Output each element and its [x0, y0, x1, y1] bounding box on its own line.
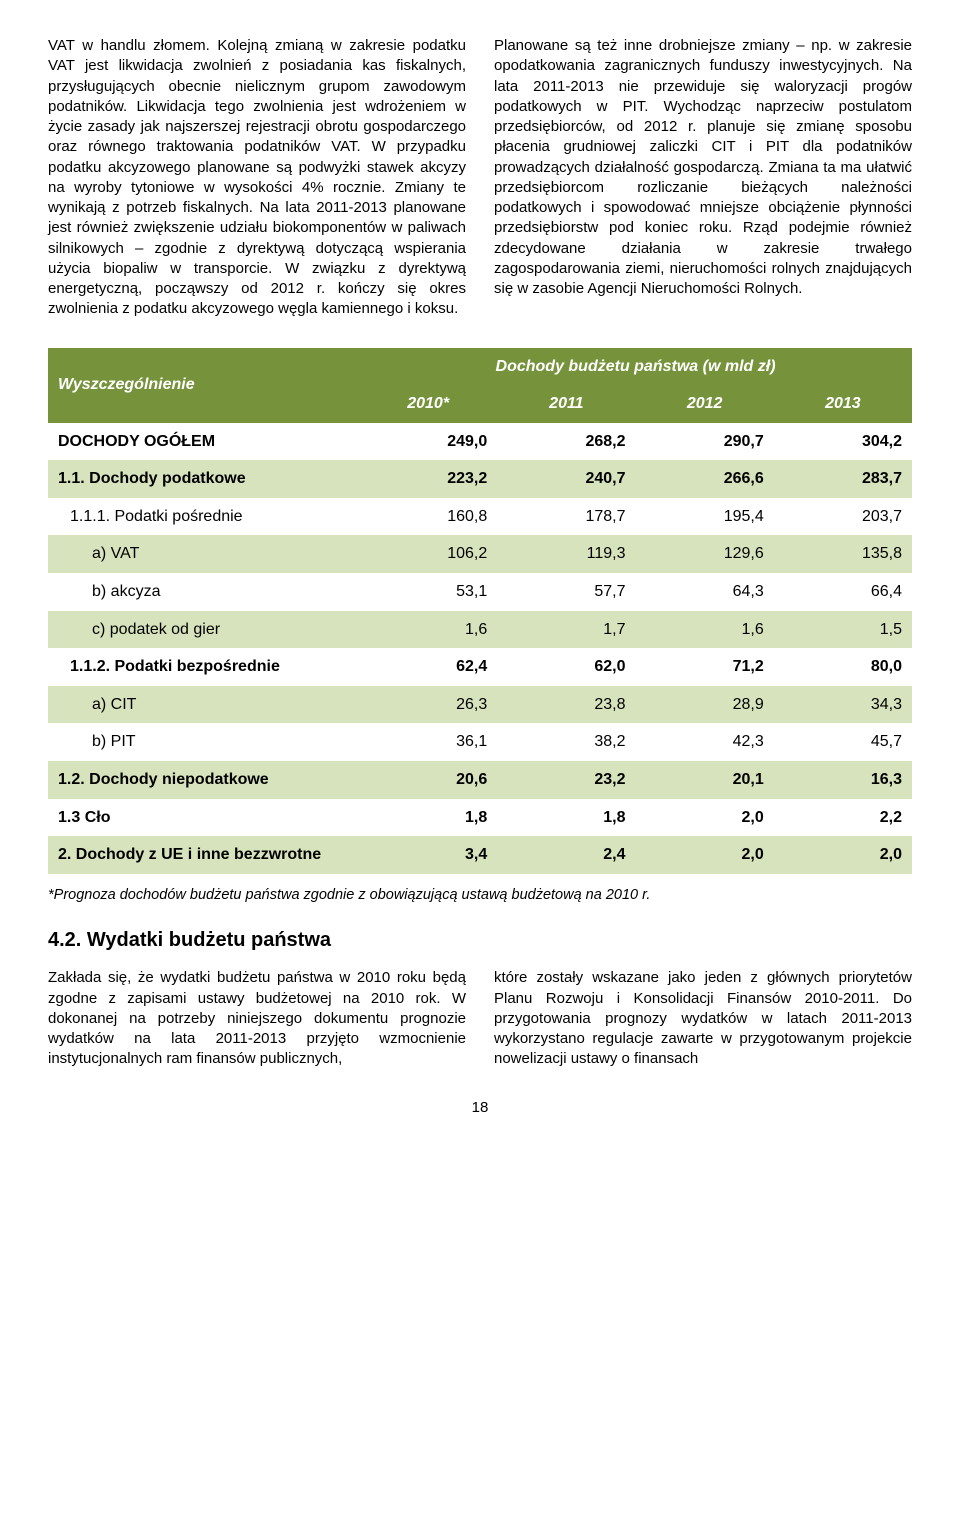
row-value: 106,2	[359, 535, 497, 573]
row-value: 28,9	[636, 686, 774, 724]
top-text-columns: VAT w handlu złomem. Kolejną zmianą w za…	[48, 36, 912, 320]
row-value: 2,2	[774, 799, 912, 837]
page-number: 18	[48, 1098, 912, 1118]
table-row: 2. Dochody z UE i inne bezzwrotne3,42,42…	[48, 836, 912, 874]
top-right-paragraph: Planowane są też inne drobniejsze zmiany…	[494, 36, 912, 320]
table-row: 1.1. Dochody podatkowe223,2240,7266,6283…	[48, 460, 912, 498]
th-year-3: 2013	[774, 385, 912, 423]
row-value: 45,7	[774, 723, 912, 761]
table-row: c) podatek od gier1,61,71,61,5	[48, 611, 912, 649]
bottom-left-paragraph: Zakłada się, że wydatki budżetu państwa …	[48, 968, 466, 1069]
row-label: a) CIT	[48, 686, 359, 724]
row-value: 129,6	[636, 535, 774, 573]
row-value: 26,3	[359, 686, 497, 724]
budget-income-table: Wyszczególnienie Dochody budżetu państwa…	[48, 348, 912, 874]
th-dochody-title: Dochody budżetu państwa (w mld zł)	[359, 348, 912, 386]
row-value: 268,2	[497, 423, 635, 461]
row-value: 249,0	[359, 423, 497, 461]
row-label: 1.1.2. Podatki bezpośrednie	[48, 648, 359, 686]
row-value: 80,0	[774, 648, 912, 686]
table-row: 1.2. Dochody niepodatkowe20,623,220,116,…	[48, 761, 912, 799]
row-label: DOCHODY OGÓŁEM	[48, 423, 359, 461]
row-value: 42,3	[636, 723, 774, 761]
row-label: a) VAT	[48, 535, 359, 573]
row-value: 57,7	[497, 573, 635, 611]
row-label: b) PIT	[48, 723, 359, 761]
th-year-1: 2011	[497, 385, 635, 423]
table-row: 1.1.2. Podatki bezpośrednie62,462,071,28…	[48, 648, 912, 686]
section-heading-4-2: 4.2. Wydatki budżetu państwa	[48, 927, 912, 954]
th-year-0: 2010*	[359, 385, 497, 423]
row-value: 23,8	[497, 686, 635, 724]
row-value: 2,0	[774, 836, 912, 874]
row-value: 1,6	[636, 611, 774, 649]
row-value: 160,8	[359, 498, 497, 536]
table-row: a) CIT26,323,828,934,3	[48, 686, 912, 724]
row-value: 66,4	[774, 573, 912, 611]
table-row: b) akcyza53,157,764,366,4	[48, 573, 912, 611]
row-label: c) podatek od gier	[48, 611, 359, 649]
row-label: 1.1. Dochody podatkowe	[48, 460, 359, 498]
row-value: 283,7	[774, 460, 912, 498]
row-value: 20,6	[359, 761, 497, 799]
row-value: 62,4	[359, 648, 497, 686]
table-row: a) VAT106,2119,3129,6135,8	[48, 535, 912, 573]
row-value: 119,3	[497, 535, 635, 573]
row-value: 1,8	[497, 799, 635, 837]
table-footnote: *Prognoza dochodów budżetu państwa zgodn…	[48, 886, 912, 906]
row-value: 135,8	[774, 535, 912, 573]
table-row: 1.3 Cło1,81,82,02,2	[48, 799, 912, 837]
th-year-2: 2012	[636, 385, 774, 423]
row-label: 1.3 Cło	[48, 799, 359, 837]
top-left-paragraph: VAT w handlu złomem. Kolejną zmianą w za…	[48, 36, 466, 320]
row-value: 223,2	[359, 460, 497, 498]
row-value: 16,3	[774, 761, 912, 799]
row-value: 2,4	[497, 836, 635, 874]
row-value: 1,7	[497, 611, 635, 649]
table-row: 1.1.1. Podatki pośrednie160,8178,7195,42…	[48, 498, 912, 536]
row-value: 195,4	[636, 498, 774, 536]
row-value: 1,6	[359, 611, 497, 649]
row-value: 23,2	[497, 761, 635, 799]
row-value: 178,7	[497, 498, 635, 536]
row-value: 3,4	[359, 836, 497, 874]
row-value: 304,2	[774, 423, 912, 461]
row-value: 64,3	[636, 573, 774, 611]
table-body: DOCHODY OGÓŁEM249,0268,2290,7304,21.1. D…	[48, 423, 912, 874]
row-label: 2. Dochody z UE i inne bezzwrotne	[48, 836, 359, 874]
row-value: 20,1	[636, 761, 774, 799]
row-label: b) akcyza	[48, 573, 359, 611]
row-value: 290,7	[636, 423, 774, 461]
bottom-right-paragraph: które zostały wskazane jako jeden z głów…	[494, 968, 912, 1069]
row-value: 1,8	[359, 799, 497, 837]
row-value: 62,0	[497, 648, 635, 686]
row-value: 1,5	[774, 611, 912, 649]
table-row: DOCHODY OGÓŁEM249,0268,2290,7304,2	[48, 423, 912, 461]
row-value: 34,3	[774, 686, 912, 724]
row-value: 2,0	[636, 836, 774, 874]
row-value: 240,7	[497, 460, 635, 498]
th-wyszczegolnienie: Wyszczególnienie	[48, 348, 359, 423]
row-value: 38,2	[497, 723, 635, 761]
row-value: 2,0	[636, 799, 774, 837]
row-value: 71,2	[636, 648, 774, 686]
row-value: 53,1	[359, 573, 497, 611]
bottom-text-columns: Zakłada się, że wydatki budżetu państwa …	[48, 968, 912, 1069]
row-value: 36,1	[359, 723, 497, 761]
row-label: 1.1.1. Podatki pośrednie	[48, 498, 359, 536]
row-label: 1.2. Dochody niepodatkowe	[48, 761, 359, 799]
row-value: 266,6	[636, 460, 774, 498]
row-value: 203,7	[774, 498, 912, 536]
table-row: b) PIT36,138,242,345,7	[48, 723, 912, 761]
